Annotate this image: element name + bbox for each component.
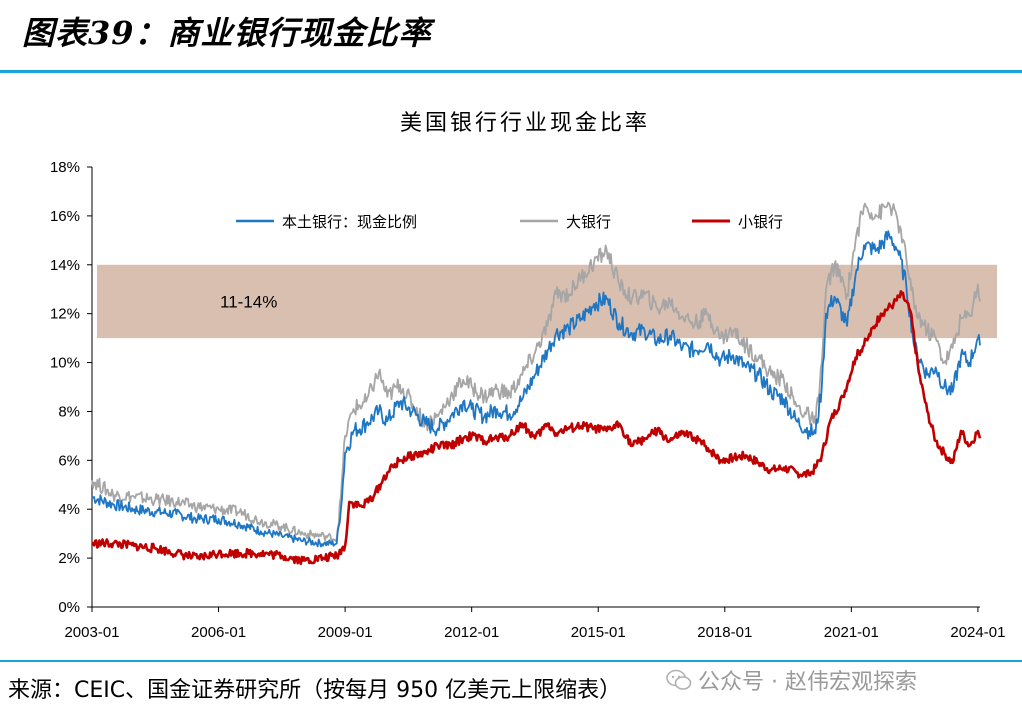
y-tick-label: 0% (58, 599, 80, 616)
x-tick-label: 2009-01 (318, 624, 373, 641)
footer-rule (0, 660, 1022, 662)
y-tick-label: 10% (50, 355, 80, 372)
title-rule (0, 70, 1022, 73)
band-label: 11-14% (220, 292, 277, 311)
x-tick-label: 2012-01 (444, 624, 499, 641)
x-tick-label: 2003-01 (64, 624, 119, 641)
y-tick-label: 6% (58, 452, 80, 469)
y-tick-label: 18% (50, 159, 80, 176)
wechat-icon (666, 669, 692, 690)
x-tick-label: 2021-01 (824, 624, 879, 641)
y-tick-label: 4% (58, 501, 80, 518)
legend-label-1: 大银行 (566, 213, 611, 231)
chart: 美国银行行业现金比率 11-14% 0% 2% 4% 6% 8% 10% 12% 14% 16%… (50, 111, 1005, 641)
legend-label-2: 小银行 (738, 213, 783, 231)
y-tick-label: 2% (58, 550, 80, 567)
legend: 本土银行：现金比例 大银行 小银行 (236, 213, 783, 231)
x-tick-label: 2006-01 (191, 624, 246, 641)
band-layer: 11-14% (97, 264, 997, 339)
axis-layer: 0% 2% 4% 6% 8% 10% 12% 14% 16% 18% 2003-01 2006-01 2… (50, 159, 1005, 641)
y-tick-label: 8% (58, 403, 80, 420)
series-line-2 (91, 290, 982, 566)
x-tick-label: 2018-01 (697, 624, 752, 641)
y-tick-label: 12% (50, 306, 80, 323)
series-line-1 (91, 201, 981, 543)
x-tick-label: 2024-01 (950, 624, 1005, 641)
page-title: 图表39：商业银行现金比率 (22, 14, 432, 52)
y-tick-label: 16% (50, 208, 80, 225)
y-tick-label: 14% (50, 257, 80, 274)
chart-title: 美国银行行业现金比率 (400, 111, 650, 136)
watermark-text: 公众号 · 赵伟宏观探索 (698, 670, 917, 695)
series-line-0 (91, 230, 981, 548)
watermark: 公众号 · 赵伟宏观探索 (666, 664, 917, 696)
series-layer (91, 201, 982, 566)
legend-label-0: 本土银行：现金比例 (282, 213, 417, 231)
x-tick-label: 2015-01 (571, 624, 626, 641)
source-note: 来源：CEIC、国金证券研究所（按每月 950 亿美元上限缩表） (8, 678, 622, 703)
